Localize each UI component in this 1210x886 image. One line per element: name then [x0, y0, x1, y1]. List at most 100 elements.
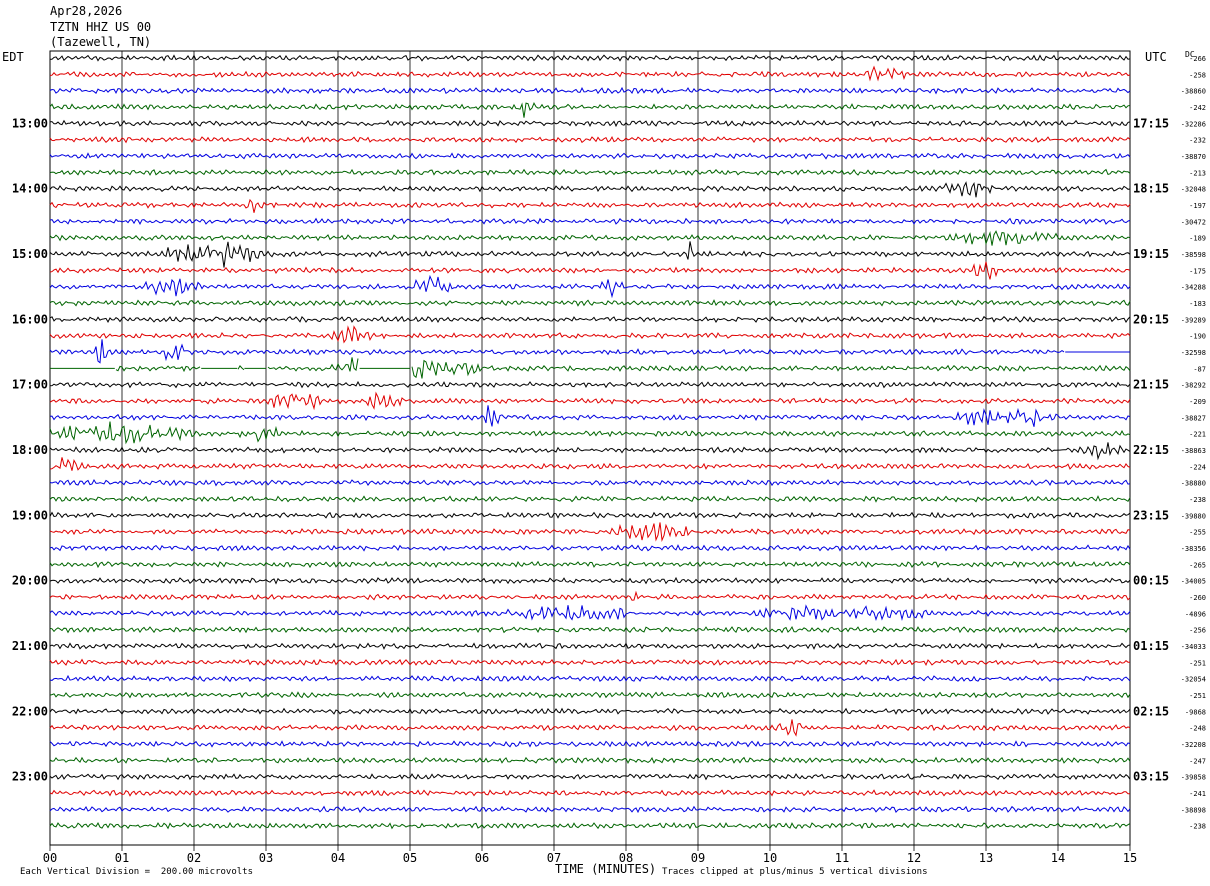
trace-line-17	[49, 325, 1131, 344]
trace-line-38	[49, 674, 1131, 683]
dc-offset-label: -4896	[1185, 610, 1206, 618]
dc-offset-label: -38598	[1181, 251, 1206, 259]
dc-offset-label: -238	[1189, 823, 1206, 831]
clip-note: Traces clipped at plus/minus 5 vertical …	[662, 867, 928, 877]
right-hour-label: 22:15	[1133, 443, 1169, 457]
dc-offset-label: -266	[1189, 55, 1206, 63]
right-hour-label: 23:15	[1133, 508, 1169, 522]
trace-line-30	[49, 544, 1131, 552]
dc-offset-label: -190	[1189, 333, 1206, 341]
right-hour-label: 03:15	[1133, 770, 1169, 784]
trace-line-6	[49, 152, 1131, 160]
dc-offset-label: -38870	[1181, 153, 1206, 161]
trace-line-41	[49, 719, 1131, 737]
trace-line-27	[49, 495, 1131, 503]
dc-offset-label: -224	[1189, 463, 1206, 471]
trace-line-31	[49, 560, 1131, 569]
dc-offset-label: -251	[1189, 692, 1206, 700]
left-hour-label: 21:00	[12, 639, 48, 653]
x-tick-label: 00	[43, 851, 57, 865]
trace-line-46	[49, 805, 1131, 814]
trace-line-44	[49, 773, 1131, 781]
x-tick-label: 14	[1051, 851, 1065, 865]
trace-line-36	[49, 642, 1131, 650]
dc-offset-label: -34288	[1181, 284, 1206, 292]
trace-line-12	[49, 241, 1131, 268]
right-hour-label: 18:15	[1133, 182, 1169, 196]
trace-line-7	[49, 168, 1131, 176]
x-tick-label: 15	[1123, 851, 1137, 865]
left-hour-label: 20:00	[12, 574, 48, 588]
x-axis-title: TIME (MINUTES)	[555, 862, 657, 876]
dc-offset-label: -38292	[1181, 382, 1206, 390]
x-tick-label: 13	[979, 851, 993, 865]
trace-line-10	[49, 217, 1131, 226]
dc-offset-label: -39858	[1181, 774, 1206, 782]
trace-line-42	[49, 740, 1131, 748]
trace-line-22	[49, 405, 1131, 427]
trace-line-43	[49, 756, 1131, 765]
dc-offset-label: -255	[1189, 529, 1206, 537]
trace-line-39	[49, 691, 1131, 699]
dc-offset-label: -32208	[1181, 741, 1206, 749]
dc-offset-label: -39880	[1181, 512, 1206, 520]
dc-offset-label: -247	[1189, 757, 1206, 765]
dc-label: DC	[1185, 50, 1195, 59]
x-tick-label: 12	[907, 851, 921, 865]
dc-offset-label: -248	[1189, 725, 1206, 733]
trace-line-25	[49, 457, 1131, 471]
right-hour-label: 17:15	[1133, 116, 1169, 130]
trace-line-37	[49, 658, 1130, 667]
trace-line-5	[49, 135, 1131, 144]
dc-offset-label: -251	[1189, 659, 1206, 667]
dc-offset-label: -232	[1189, 137, 1206, 145]
dc-offset-label: -241	[1189, 790, 1206, 798]
right-hour-label: 21:15	[1133, 378, 1169, 392]
left-hour-label: 15:00	[12, 247, 48, 261]
left-timezone-label: EDT	[2, 50, 24, 64]
trace-line-14	[49, 274, 1131, 299]
dc-offset-label: -32048	[1181, 186, 1206, 194]
trace-line-19	[267, 357, 359, 372]
dc-offset-label: -175	[1189, 267, 1206, 275]
dc-offset-label: -265	[1189, 561, 1206, 569]
dc-offset-label: -38880	[1181, 480, 1206, 488]
dc-offset-label: -9868	[1185, 708, 1206, 716]
right-hour-label: 20:15	[1133, 312, 1169, 326]
trace-line-28	[49, 511, 1131, 519]
left-hour-label: 16:00	[12, 312, 48, 326]
trace-line-29	[49, 522, 1131, 543]
trace-line-23	[49, 421, 1131, 445]
trace-line-15	[49, 299, 1131, 307]
dc-offset-label: -39289	[1181, 316, 1206, 324]
dc-offset-label: -87	[1193, 365, 1206, 373]
right-timezone-label: UTC	[1145, 50, 1167, 64]
dc-offset-label: -183	[1189, 300, 1206, 308]
left-hour-label: 18:00	[12, 443, 48, 457]
trace-line-9	[49, 198, 1131, 213]
left-hour-label: 17:00	[12, 378, 48, 392]
right-hour-label: 01:15	[1133, 639, 1169, 653]
trace-line-11	[49, 230, 1131, 246]
location-label: (Tazewell, TN)	[50, 35, 152, 49]
dc-offset-label: -238	[1189, 496, 1206, 504]
trace-line-13	[49, 261, 1131, 280]
trace-line-1	[49, 65, 1131, 82]
trace-line-35	[49, 625, 1131, 634]
dc-offset-label: -34033	[1181, 643, 1206, 651]
trace-line-18	[49, 339, 1065, 364]
trace-line-20	[49, 380, 1131, 389]
trace-line-0	[50, 54, 1131, 62]
x-tick-label: 03	[259, 851, 273, 865]
left-hour-label: 23:00	[12, 770, 48, 784]
x-tick-label: 01	[115, 851, 129, 865]
dc-offset-label: -38827	[1181, 414, 1206, 422]
dc-offset-label: -38860	[1181, 88, 1206, 96]
dc-offset-label: -197	[1189, 202, 1206, 210]
trace-line-24	[49, 442, 1131, 461]
right-hour-label: 19:15	[1133, 247, 1169, 261]
dc-offset-label: -189	[1189, 235, 1206, 243]
left-hour-label: 13:00	[12, 116, 48, 130]
x-tick-label: 05	[403, 851, 417, 865]
